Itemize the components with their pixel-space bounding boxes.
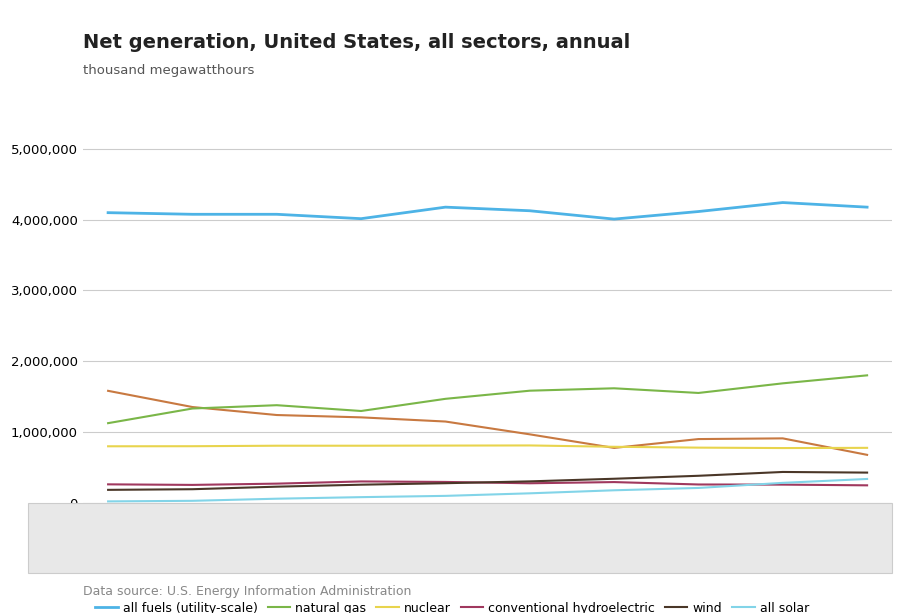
wind [608,475,619,482]
Line: natural gas: natural gas [108,375,867,423]
nuclear [439,442,450,449]
coal [861,451,872,459]
coal [102,387,113,395]
all solar [271,495,282,503]
Line: all solar: all solar [108,479,867,501]
Text: thousand megawatthours: thousand megawatthours [83,64,254,77]
coal [439,418,450,425]
natural gas [187,405,198,412]
all solar [692,484,703,492]
all solar [524,490,535,497]
conventional hydroelectric [271,480,282,487]
all solar [777,479,788,487]
all solar [608,487,619,494]
all fuels (utility-scale) [439,204,450,211]
coal [187,403,198,411]
wind [692,472,703,479]
natural gas [439,395,450,403]
conventional hydroelectric [439,478,450,485]
all fuels (utility-scale) [271,211,282,218]
all solar [102,498,113,505]
wind [439,479,450,487]
all fuels (utility-scale) [355,215,366,223]
coal [355,414,366,421]
nuclear [102,443,113,450]
wind [102,486,113,493]
Line: nuclear: nuclear [108,446,867,448]
wind [271,483,282,490]
coal [692,435,703,443]
Line: coal: coal [108,391,867,455]
natural gas [777,379,788,387]
Line: wind: wind [108,472,867,490]
conventional hydroelectric [524,479,535,487]
coal [777,435,788,442]
coal [271,411,282,419]
Line: all fuels (utility-scale): all fuels (utility-scale) [108,202,867,219]
natural gas [102,419,113,427]
nuclear [608,443,619,451]
conventional hydroelectric [608,478,619,485]
all fuels (utility-scale) [692,208,703,215]
all solar [861,475,872,482]
nuclear [861,444,872,452]
all fuels (utility-scale) [187,211,198,218]
wind [187,485,198,493]
all solar [355,493,366,501]
conventional hydroelectric [692,481,703,488]
conventional hydroelectric [861,482,872,489]
all fuels (utility-scale) [608,215,619,223]
nuclear [187,443,198,450]
nuclear [524,442,535,449]
natural gas [861,371,872,379]
wind [777,468,788,476]
wind [861,469,872,476]
nuclear [355,442,366,449]
natural gas [524,387,535,394]
Text: Data source: U.S. Energy Information Administration: Data source: U.S. Energy Information Adm… [83,585,411,598]
all solar [439,492,450,500]
wind [355,481,366,489]
natural gas [692,389,703,397]
nuclear [692,444,703,451]
wind [524,478,535,485]
coal [608,444,619,452]
all fuels (utility-scale) [861,204,872,211]
natural gas [355,407,366,414]
conventional hydroelectric [187,481,198,489]
Legend: all fuels (utility-scale), coal, natural gas, nuclear, conventional hydroelectri: all fuels (utility-scale), coal, natural… [89,595,814,613]
all fuels (utility-scale) [524,207,535,215]
coal [524,431,535,438]
nuclear [271,442,282,449]
Text: Net generation, United States, all sectors, annual: Net generation, United States, all secto… [83,33,630,52]
natural gas [608,384,619,392]
all solar [187,497,198,504]
conventional hydroelectric [102,481,113,488]
conventional hydroelectric [355,478,366,485]
conventional hydroelectric [777,481,788,489]
nuclear [777,444,788,452]
all fuels (utility-scale) [777,199,788,206]
all fuels (utility-scale) [102,209,113,216]
Line: conventional hydroelectric: conventional hydroelectric [108,481,867,485]
natural gas [271,402,282,409]
